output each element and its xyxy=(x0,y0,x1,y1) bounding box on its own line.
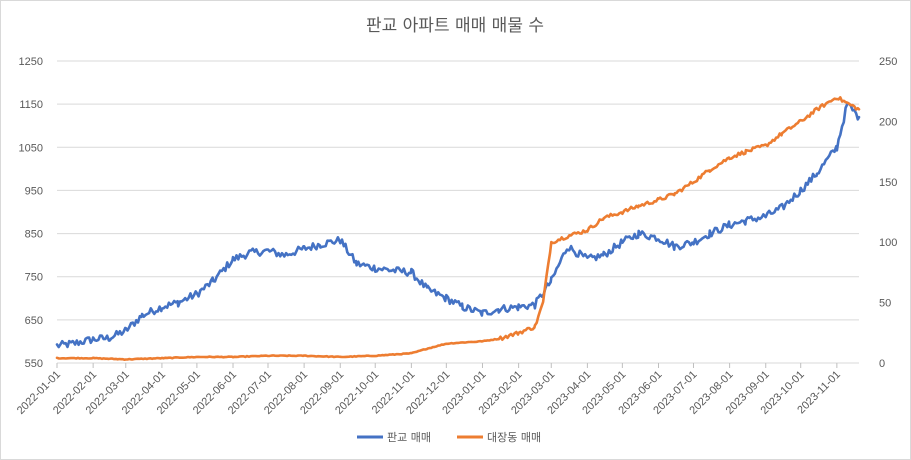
left-tick-label: 1050 xyxy=(19,142,43,154)
series-line-0 xyxy=(55,102,861,349)
left-axis-ticks: 550 650 750 850 950 1050 1150 1250 xyxy=(19,56,43,370)
left-tick-label: 850 xyxy=(25,229,43,241)
x-axis-ticks: 2022-01-012022-02-012022-03-012022-04-01… xyxy=(15,363,843,417)
left-tick-label: 1250 xyxy=(19,56,43,68)
right-tick-label: 150 xyxy=(879,177,897,189)
gridlines xyxy=(57,60,859,364)
legend: 판교 매매 대장동 매매 xyxy=(357,431,541,444)
left-tick-label: 650 xyxy=(25,315,43,327)
left-tick-label: 550 xyxy=(25,358,43,370)
right-tick-label: 250 xyxy=(879,56,897,68)
series-layer xyxy=(55,96,861,362)
legend-label: 대장동 매매 xyxy=(487,431,541,444)
left-tick-label: 750 xyxy=(25,272,43,284)
right-tick-label: 0 xyxy=(879,358,885,370)
right-tick-label: 100 xyxy=(879,237,897,249)
right-axis-ticks: 0 50 100 150 200 250 xyxy=(879,56,897,370)
left-tick-label: 950 xyxy=(25,185,43,197)
chart-title: 판교 아파트 매매 매물 수 xyxy=(366,16,544,36)
series-line-1 xyxy=(55,96,861,362)
right-tick-label: 50 xyxy=(879,298,891,310)
legend-label: 판교 매매 xyxy=(387,431,431,444)
right-tick-label: 200 xyxy=(879,116,897,128)
left-tick-label: 1150 xyxy=(19,99,43,111)
